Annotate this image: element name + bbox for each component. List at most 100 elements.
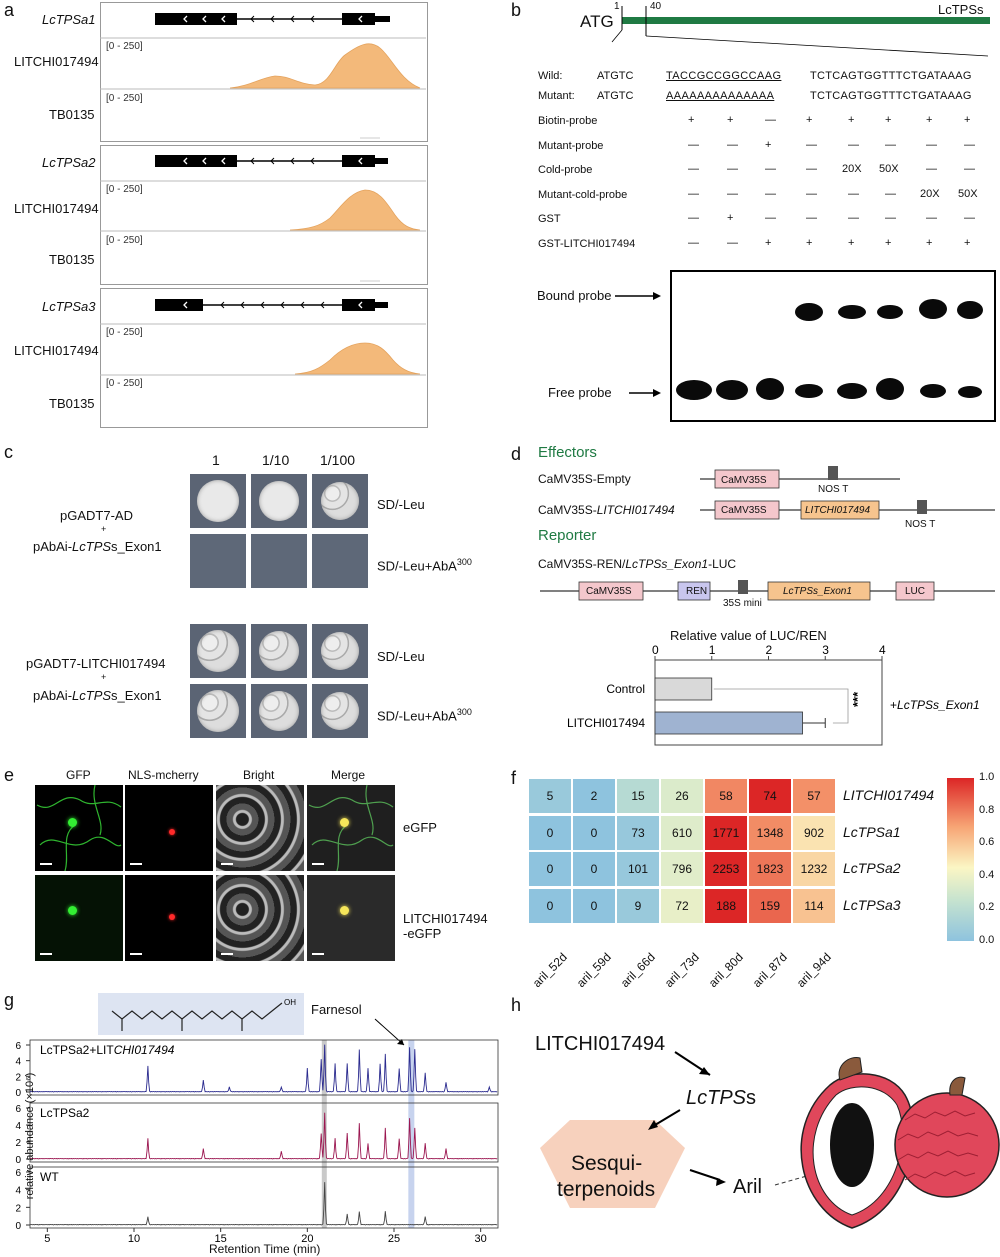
track-group-3 xyxy=(100,288,428,428)
yeast-plate xyxy=(251,684,307,738)
peak-lctpsa2 xyxy=(289,189,421,231)
gene-name-3: LcTPSa3 xyxy=(42,299,96,314)
dilution-3: 1/100 xyxy=(320,452,356,468)
emsa-cell: + xyxy=(848,114,855,126)
heatmap-cell: 1232 xyxy=(792,851,836,887)
y-tick-label: 0 xyxy=(15,1155,21,1166)
heatmap-col-label: aril_59d xyxy=(573,950,614,991)
mutant-seq-motif: AAAAAAAAAAAAAA xyxy=(666,90,775,102)
luc-ren-bar-chart: 0 1 2 3 4 Control LITCHI017494 *** +LcTPSs_Exon1 xyxy=(567,645,980,746)
yeast-plate xyxy=(312,534,368,588)
gcms-xlabel: Retention Time (min) xyxy=(209,1242,321,1256)
heatmap-cell: 0 xyxy=(572,851,616,887)
heatmap-col-label: aril_73d xyxy=(661,950,702,991)
luc-bar xyxy=(654,711,803,735)
effectors-title: Effectors xyxy=(538,444,597,461)
yeast-colony xyxy=(197,690,239,732)
chromatogram-frame xyxy=(29,1039,499,1096)
micrograph xyxy=(216,875,304,961)
emsa-cell: — xyxy=(688,187,699,200)
heatmap-cell: 58 xyxy=(704,778,748,814)
track-range-3b: [0 - 250] xyxy=(106,378,143,389)
heatmap-cell: 1823 xyxy=(748,851,792,887)
model-aril: Aril xyxy=(733,1176,762,1198)
heatmap-cell: 74 xyxy=(748,778,792,814)
heatmap-cell: 72 xyxy=(660,887,704,924)
effector-1-label: CaMV35S-Empty xyxy=(538,472,631,486)
micrograph xyxy=(35,784,123,872)
emsa-cell: — xyxy=(848,138,859,151)
col-gfp: GFP xyxy=(66,768,91,782)
emsa-cell: + xyxy=(806,236,813,249)
category-label: LITCHI017494 xyxy=(567,716,645,730)
gene-name-2: LcTPSa2 xyxy=(42,155,96,170)
farnesol-label: Farnesol xyxy=(311,1002,362,1017)
exon-box: LcTPSs_Exon1 xyxy=(783,586,852,597)
promoter-diagram xyxy=(611,6,990,57)
emsa-cell: — xyxy=(964,163,975,175)
scale-bar xyxy=(40,953,52,955)
farnesol-structure: OH xyxy=(111,998,296,1031)
emsa-cell: + xyxy=(688,114,695,126)
heatmap-cell: 0 xyxy=(528,851,572,887)
emsa-cell: — xyxy=(848,187,859,200)
colorbar-tick-label: 0.4 xyxy=(979,868,995,881)
emsa-cell: — xyxy=(765,114,776,126)
wild-seq-c: TCTCAGTGGTTTCTGATAAAG xyxy=(810,70,972,82)
yeast-plate xyxy=(312,684,368,738)
gel-bands xyxy=(676,299,983,400)
yeast-colony xyxy=(321,692,359,730)
yeast-colony xyxy=(321,482,359,520)
emsa-cell: + xyxy=(926,114,933,126)
bound-probe-label: Bound probe xyxy=(537,288,612,303)
col-merge: Merge xyxy=(331,768,366,782)
panel-label-c: c xyxy=(4,442,13,462)
heatmap-cell: 2253 xyxy=(704,851,748,887)
x-tick-label: 5 xyxy=(44,1233,50,1245)
heatmap-cell: 796 xyxy=(660,851,704,887)
yeast-plate xyxy=(312,474,368,528)
emsa-row-label: Mutant-probe xyxy=(538,139,604,152)
emsa-cell: — xyxy=(688,212,699,224)
model-tps: LcTPSs xyxy=(686,1087,757,1109)
mutant-seq-a: ATGTC xyxy=(597,90,634,102)
heatmap-colorbar xyxy=(947,778,974,941)
colorbar-tick-label: 0.8 xyxy=(979,803,995,816)
emsa-cell: — xyxy=(806,163,817,175)
emsa-cell: — xyxy=(765,212,776,224)
scale-bar xyxy=(312,953,324,955)
litchi-box: LITCHI017494 xyxy=(805,505,871,516)
luc-chart-title: Relative value of LUC/REN xyxy=(670,628,827,643)
panel-label-a: a xyxy=(4,0,15,20)
track-range-1a: [0 - 250] xyxy=(106,41,143,52)
camv35s-box-1: CaMV35S xyxy=(721,475,767,486)
emsa-row-label: Mutant-cold-probe xyxy=(538,188,628,201)
emsa-cell: — xyxy=(765,163,776,175)
emsa-cell: — xyxy=(926,212,937,224)
micrograph xyxy=(125,785,213,871)
pos-40: 40 xyxy=(650,1,662,12)
x-tick-label: 20 xyxy=(301,1233,313,1245)
emsa-cell: + xyxy=(964,236,971,249)
panel-label-d: d xyxy=(511,444,522,464)
nucleus-signal xyxy=(169,829,175,835)
panel-label-f: f xyxy=(511,768,517,788)
ren-box: REN xyxy=(686,586,708,597)
emsa-cell: — xyxy=(806,187,817,200)
emsa-row-label: Cold-probe xyxy=(538,164,593,176)
heatmap-cell: 0 xyxy=(572,887,616,924)
x-tick-label: 2 xyxy=(766,645,773,657)
yeast-plate xyxy=(190,684,246,738)
emsa-cell: 50X xyxy=(958,187,978,200)
yeast-colony xyxy=(197,480,239,522)
free-probe-label: Free probe xyxy=(548,385,612,400)
row-egfp: eGFP xyxy=(403,820,437,835)
chromatogram-trace xyxy=(29,1182,498,1226)
chromatogram-trace xyxy=(29,1112,498,1160)
track-range-2a: [0 - 250] xyxy=(106,184,143,195)
emsa-cell: + xyxy=(885,236,892,249)
row-litchi-a: LITCHI017494 xyxy=(403,911,488,926)
gene-lctpss-label: LcTPSs xyxy=(938,2,984,17)
y-tick-label: 2 xyxy=(15,1138,21,1149)
yeast-plate xyxy=(190,474,246,528)
